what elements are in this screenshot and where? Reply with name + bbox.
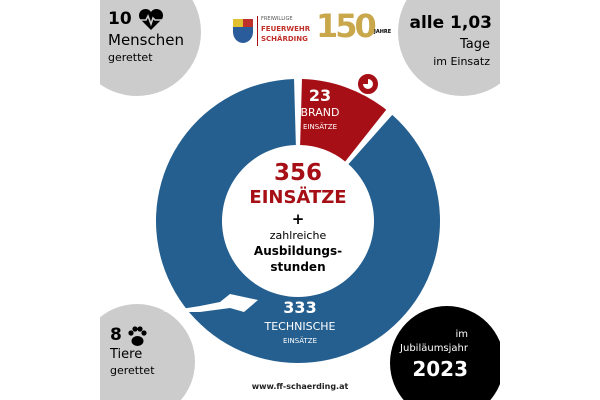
website-link[interactable]: www.ff-schaerding.at: [251, 382, 349, 391]
stat-bubble-jubilee: [390, 306, 500, 400]
rescued-animals-label: Tiere: [110, 347, 143, 362]
jubilee-year: 2023: [412, 357, 468, 381]
total-number: 356: [273, 160, 322, 186]
hydraulic-spreader-icon: [162, 294, 258, 312]
training-line1: zahlreiche: [269, 229, 327, 242]
fire-label: BRAND: [300, 106, 340, 119]
interval-label: alle 1,03: [409, 13, 492, 33]
rescued-animals-number: 8: [110, 325, 122, 345]
paw-icon: [128, 326, 147, 346]
jubilee-line1: im: [455, 329, 468, 340]
infographic: 10 Menschen gerettet alle 1,03 Tage im E…: [100, 0, 500, 400]
logo: FREIWILLIGE FEUERWEHR SCHÄRDING 150 JAHR…: [232, 8, 402, 54]
donut-segment-fire: [300, 79, 387, 162]
logo-jahre: JAHRE: [374, 29, 392, 35]
jubilee-line2: Jubiläumsjahr: [400, 343, 468, 354]
technical-count: 333: [283, 298, 317, 317]
donut-chart: [156, 79, 441, 364]
technical-sub: EINSÄTZE: [282, 337, 318, 345]
logo-line2: FEUERWEHR: [261, 25, 311, 33]
logo-line1: FREIWILLIGE: [261, 16, 293, 22]
interval-unit: Tage: [459, 37, 490, 52]
training-line2: Ausbildungs-: [253, 244, 343, 258]
fire-count: 23: [308, 86, 332, 105]
coat-of-arms-icon: [233, 19, 253, 43]
donut-segment-technical: [156, 79, 441, 364]
logo-line3: SCHÄRDING: [261, 35, 308, 43]
logo-anniversary: 150: [316, 7, 377, 45]
rescued-people-number: 10: [108, 9, 132, 29]
rescued-people-sub: gerettet: [108, 51, 153, 64]
interval-sub: im Einsatz: [433, 55, 490, 68]
fire-icon: [356, 72, 380, 96]
heart-pulse-icon: [138, 8, 164, 30]
rescued-people-label: Menschen: [108, 31, 184, 49]
rescued-animals-sub: gerettet: [110, 364, 155, 377]
training-line3: stunden: [270, 260, 326, 274]
plus-sign: +: [291, 210, 305, 228]
fire-sub: EINSÄTZE: [302, 123, 338, 131]
total-label: EINSÄTZE: [249, 187, 347, 208]
technical-label: TECHNISCHE: [264, 320, 336, 333]
